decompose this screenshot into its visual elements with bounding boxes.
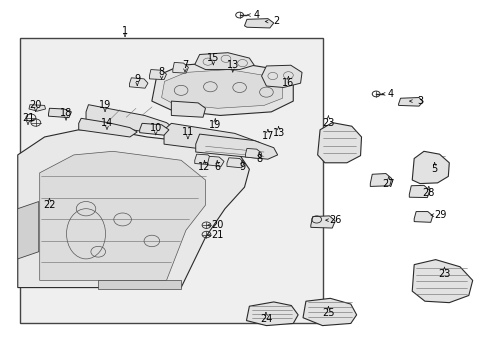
Polygon shape bbox=[86, 105, 176, 135]
Text: 23: 23 bbox=[322, 118, 334, 128]
Polygon shape bbox=[261, 65, 302, 87]
Text: 19: 19 bbox=[209, 121, 221, 130]
Polygon shape bbox=[98, 280, 181, 289]
Polygon shape bbox=[40, 151, 205, 280]
Text: 4: 4 bbox=[253, 10, 259, 20]
Polygon shape bbox=[48, 108, 71, 118]
Polygon shape bbox=[411, 260, 472, 303]
Text: 23: 23 bbox=[437, 269, 449, 279]
Polygon shape bbox=[29, 105, 45, 111]
Text: 3: 3 bbox=[416, 96, 422, 106]
Polygon shape bbox=[172, 62, 188, 73]
Text: 13: 13 bbox=[226, 60, 239, 70]
Text: 9: 9 bbox=[134, 74, 140, 84]
Polygon shape bbox=[149, 69, 166, 80]
Polygon shape bbox=[207, 156, 224, 166]
Polygon shape bbox=[244, 19, 273, 28]
Text: 20: 20 bbox=[30, 100, 42, 110]
Text: 25: 25 bbox=[322, 309, 334, 318]
Text: 1: 1 bbox=[122, 26, 128, 36]
Text: 13: 13 bbox=[272, 129, 284, 138]
Polygon shape bbox=[161, 69, 282, 108]
Text: 4: 4 bbox=[387, 89, 393, 99]
Polygon shape bbox=[411, 151, 448, 184]
Polygon shape bbox=[18, 202, 39, 259]
Text: 8: 8 bbox=[256, 154, 262, 164]
Text: 17: 17 bbox=[261, 131, 274, 141]
Text: 14: 14 bbox=[101, 118, 113, 128]
Polygon shape bbox=[246, 302, 298, 325]
Polygon shape bbox=[152, 62, 293, 116]
Polygon shape bbox=[303, 298, 356, 325]
Polygon shape bbox=[413, 212, 432, 222]
Text: 24: 24 bbox=[259, 314, 272, 324]
Polygon shape bbox=[226, 158, 244, 168]
Polygon shape bbox=[317, 123, 361, 163]
Polygon shape bbox=[194, 154, 212, 165]
Polygon shape bbox=[171, 101, 205, 117]
Text: 11: 11 bbox=[182, 127, 194, 137]
Text: 29: 29 bbox=[433, 210, 446, 220]
Text: 22: 22 bbox=[43, 200, 56, 210]
Text: 10: 10 bbox=[149, 123, 162, 133]
Polygon shape bbox=[129, 78, 148, 88]
Text: 12: 12 bbox=[198, 162, 210, 172]
Polygon shape bbox=[398, 98, 422, 106]
Polygon shape bbox=[18, 130, 249, 288]
Bar bbox=[20, 39, 322, 323]
Polygon shape bbox=[195, 134, 277, 159]
Text: 16: 16 bbox=[282, 78, 294, 88]
Text: 8: 8 bbox=[158, 67, 164, 77]
Text: 7: 7 bbox=[182, 60, 188, 70]
Text: 28: 28 bbox=[422, 188, 434, 198]
Polygon shape bbox=[194, 53, 254, 69]
Text: 6: 6 bbox=[214, 162, 220, 172]
Text: 9: 9 bbox=[239, 162, 244, 172]
Polygon shape bbox=[310, 216, 334, 228]
Polygon shape bbox=[245, 148, 261, 158]
Text: 18: 18 bbox=[60, 108, 72, 118]
Text: 21: 21 bbox=[211, 230, 223, 240]
Text: 20: 20 bbox=[211, 220, 223, 230]
Text: 26: 26 bbox=[328, 215, 341, 225]
Text: 19: 19 bbox=[99, 100, 111, 110]
Text: 27: 27 bbox=[382, 179, 394, 189]
Text: 5: 5 bbox=[431, 164, 437, 174]
Text: 21: 21 bbox=[22, 113, 34, 123]
Text: 15: 15 bbox=[207, 53, 219, 63]
Polygon shape bbox=[79, 118, 137, 137]
Polygon shape bbox=[408, 185, 429, 198]
Polygon shape bbox=[163, 123, 268, 156]
Text: 2: 2 bbox=[272, 17, 279, 27]
Polygon shape bbox=[369, 174, 391, 186]
Polygon shape bbox=[140, 123, 168, 135]
